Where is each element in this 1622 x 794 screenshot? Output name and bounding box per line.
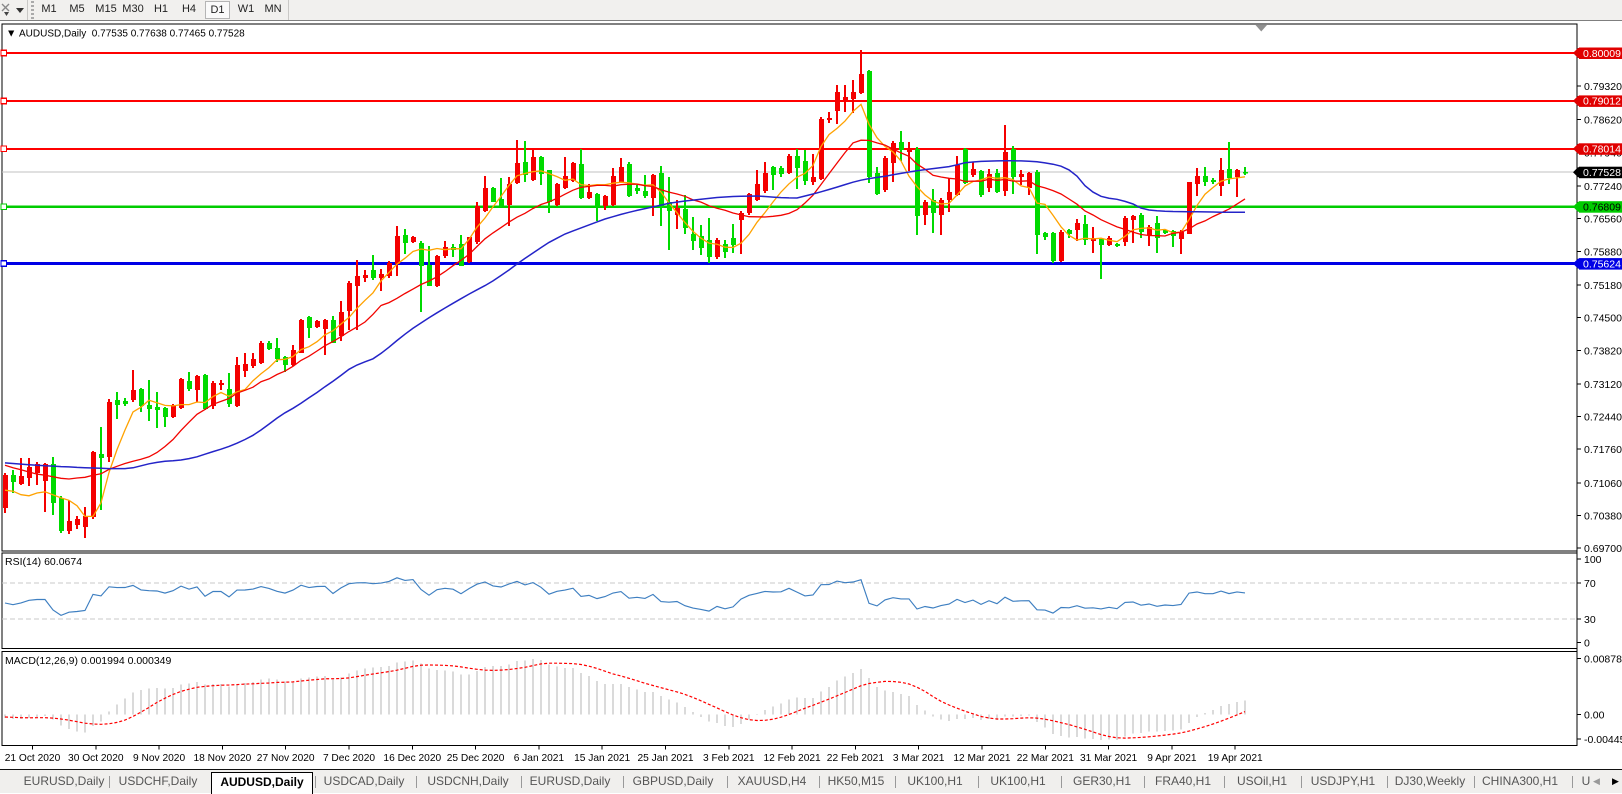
- svg-text:21 Oct 2020: 21 Oct 2020: [5, 753, 61, 764]
- svg-text:100: 100: [1584, 554, 1602, 566]
- svg-text:0.71060: 0.71060: [1584, 478, 1622, 490]
- svg-text:0.78620: 0.78620: [1584, 115, 1622, 127]
- svg-text:18 Nov 2020: 18 Nov 2020: [194, 753, 252, 764]
- svg-text:3 Mar 2021: 3 Mar 2021: [893, 753, 945, 764]
- svg-text:22 Mar 2021: 22 Mar 2021: [1017, 753, 1075, 764]
- svg-text:6 Jan 2021: 6 Jan 2021: [514, 753, 565, 764]
- svg-text:0.76809: 0.76809: [1583, 202, 1621, 214]
- svg-text:16 Dec 2020: 16 Dec 2020: [383, 753, 441, 764]
- svg-text:0.74500: 0.74500: [1584, 313, 1622, 325]
- svg-text:7 Dec 2020: 7 Dec 2020: [323, 753, 375, 764]
- svg-text:RSI(14) 60.0674: RSI(14) 60.0674: [5, 556, 82, 568]
- svg-text:AUDUSD,Daily 0.77535 0.77638: AUDUSD,Daily 0.77535 0.77638 0.77465 0.7…: [19, 29, 245, 40]
- svg-text:0.78014: 0.78014: [1583, 144, 1621, 156]
- svg-text:0.79012: 0.79012: [1583, 96, 1621, 108]
- svg-text:0.77240: 0.77240: [1584, 181, 1622, 193]
- svg-text:25 Jan 2021: 25 Jan 2021: [637, 753, 693, 764]
- svg-text:MACD(12,26,9) 0.001994 0.00034: MACD(12,26,9) 0.001994 0.000349: [5, 655, 172, 667]
- svg-text:0.77528: 0.77528: [1583, 167, 1621, 179]
- svg-text:0.76560: 0.76560: [1584, 214, 1622, 226]
- svg-text:0.80009: 0.80009: [1583, 48, 1621, 60]
- svg-text:9 Nov 2020: 9 Nov 2020: [133, 753, 185, 764]
- svg-text:0: 0: [1584, 638, 1590, 650]
- svg-text:-0.004451: -0.004451: [1584, 734, 1622, 746]
- svg-text:70: 70: [1584, 578, 1596, 590]
- svg-text:30: 30: [1584, 614, 1596, 626]
- svg-text:0.00: 0.00: [1584, 710, 1605, 722]
- svg-text:31 Mar 2021: 31 Mar 2021: [1080, 753, 1138, 764]
- svg-text:0.75624: 0.75624: [1583, 258, 1621, 270]
- svg-text:0.73120: 0.73120: [1584, 379, 1622, 391]
- svg-text:0.75880: 0.75880: [1584, 246, 1622, 258]
- svg-text:22 Feb 2021: 22 Feb 2021: [827, 753, 885, 764]
- svg-text:27 Nov 2020: 27 Nov 2020: [257, 753, 315, 764]
- svg-text:0.73820: 0.73820: [1584, 345, 1622, 357]
- svg-text:0.72440: 0.72440: [1584, 412, 1622, 424]
- svg-text:30 Oct 2020: 30 Oct 2020: [68, 753, 124, 764]
- svg-text:0.79320: 0.79320: [1584, 81, 1622, 93]
- svg-text:25 Dec 2020: 25 Dec 2020: [447, 753, 505, 764]
- svg-text:15 Jan 2021: 15 Jan 2021: [574, 753, 630, 764]
- svg-text:▼: ▼: [6, 28, 16, 40]
- svg-text:19 Apr 2021: 19 Apr 2021: [1208, 753, 1263, 764]
- svg-text:0.71760: 0.71760: [1584, 444, 1622, 456]
- svg-text:12 Mar 2021: 12 Mar 2021: [953, 753, 1011, 764]
- svg-text:9 Apr 2021: 9 Apr 2021: [1147, 753, 1197, 764]
- svg-text:0.75180: 0.75180: [1584, 280, 1622, 292]
- svg-text:0.69700: 0.69700: [1584, 543, 1622, 555]
- svg-text:12 Feb 2021: 12 Feb 2021: [763, 753, 821, 764]
- svg-text:3 Feb 2021: 3 Feb 2021: [703, 753, 755, 764]
- svg-text:0.70380: 0.70380: [1584, 511, 1622, 523]
- svg-text:0.008782: 0.008782: [1584, 654, 1622, 666]
